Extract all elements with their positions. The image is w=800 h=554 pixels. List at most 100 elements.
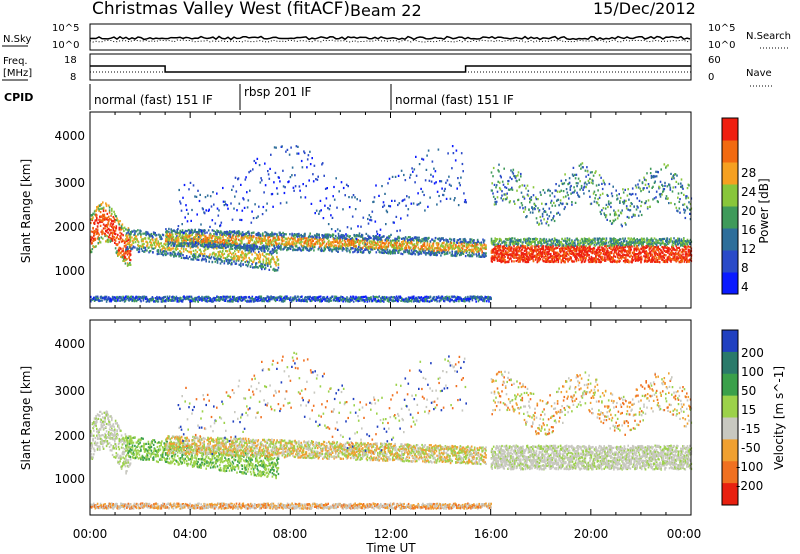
power-cell	[324, 241, 326, 243]
power-cell	[168, 231, 170, 233]
power-cell	[221, 222, 223, 224]
power-cell	[259, 248, 261, 250]
power-cell	[343, 248, 345, 250]
power-cell	[125, 262, 127, 264]
power-cell	[335, 230, 337, 232]
power-cell	[364, 238, 366, 240]
power-cell	[330, 300, 332, 302]
power-cell	[457, 242, 459, 244]
power-cell	[312, 173, 314, 175]
power-cell	[110, 229, 112, 231]
freq-tick-bottom: 8	[70, 72, 76, 83]
power-cell	[269, 269, 271, 271]
power-cell	[485, 244, 487, 246]
power-cell	[252, 168, 254, 170]
power-cell	[443, 242, 445, 244]
power-cell	[241, 241, 243, 243]
power-cell	[385, 223, 387, 225]
power-cell	[388, 205, 390, 207]
power-cell	[436, 203, 438, 205]
power-cell	[96, 208, 98, 210]
power-cell	[353, 243, 355, 245]
power-cell	[120, 235, 122, 237]
power-cell	[227, 250, 229, 252]
power-cell	[93, 238, 95, 240]
power-cell	[297, 241, 299, 243]
power-cell	[196, 213, 198, 215]
power-cell	[336, 247, 338, 249]
power-cell	[405, 205, 407, 207]
power-cell	[449, 238, 451, 240]
power-cell	[227, 231, 229, 233]
power-cell	[188, 243, 190, 245]
power-cell	[396, 216, 398, 218]
power-cell	[177, 228, 179, 230]
power-cell	[213, 233, 215, 235]
power-cell	[421, 296, 423, 298]
power-cell	[196, 245, 198, 247]
power-cell	[127, 236, 129, 238]
power-cell	[402, 253, 404, 255]
power-cell	[462, 241, 464, 243]
power-cell	[284, 186, 286, 188]
power-cell	[358, 249, 360, 251]
power-cell	[420, 202, 422, 204]
power-cell	[374, 244, 376, 246]
power-cell	[151, 244, 153, 246]
power-cell	[107, 213, 109, 215]
nsky-tick-top: 10^5	[52, 23, 79, 34]
power-cell	[300, 243, 302, 245]
power-cell	[220, 224, 222, 226]
power-cell	[291, 174, 293, 176]
power-cell	[425, 179, 427, 181]
power-cell	[167, 252, 169, 254]
power-cell	[357, 225, 359, 227]
power-cell	[467, 296, 469, 298]
power-cell	[329, 205, 331, 207]
power-cell	[252, 239, 254, 241]
power-cell	[101, 236, 103, 238]
power-cell	[115, 233, 117, 235]
power-cell	[223, 257, 225, 259]
power-cell	[212, 229, 214, 231]
power-cell	[91, 251, 93, 253]
power-cell	[190, 258, 192, 260]
power-cell	[96, 299, 98, 301]
power-cell	[250, 297, 252, 299]
power-cell	[130, 239, 132, 241]
power-cell	[233, 185, 235, 187]
power-cell	[270, 298, 272, 300]
power-cell	[394, 200, 396, 202]
power-cell	[413, 239, 415, 241]
power-cell	[393, 222, 395, 224]
power-cell	[119, 300, 121, 302]
power-cell	[344, 235, 346, 237]
power-cell	[232, 219, 234, 221]
power-cell	[245, 253, 247, 255]
power-cell	[282, 170, 284, 172]
power-cell	[103, 210, 105, 212]
power-cell	[104, 214, 106, 216]
power-cell	[403, 250, 405, 252]
power-cell	[217, 241, 219, 243]
power-cell	[289, 154, 291, 156]
power-cell	[191, 229, 193, 231]
power-cell	[434, 240, 436, 242]
power-cell	[242, 252, 244, 254]
power-cell	[107, 226, 109, 228]
power-cell	[124, 245, 126, 247]
power-cell	[280, 246, 282, 248]
power-cell	[313, 180, 315, 182]
power-cell	[130, 238, 132, 240]
power-cell	[389, 178, 391, 180]
power-cell	[486, 300, 488, 302]
power-cell	[464, 201, 466, 203]
power-cell	[134, 300, 136, 302]
power-cell	[157, 249, 159, 251]
power-cell	[301, 241, 303, 243]
power-cell	[134, 246, 136, 248]
power-cell	[168, 228, 170, 230]
power-cell	[95, 245, 97, 247]
nsky-label: N.Sky	[3, 34, 31, 45]
power-cell	[250, 265, 252, 267]
